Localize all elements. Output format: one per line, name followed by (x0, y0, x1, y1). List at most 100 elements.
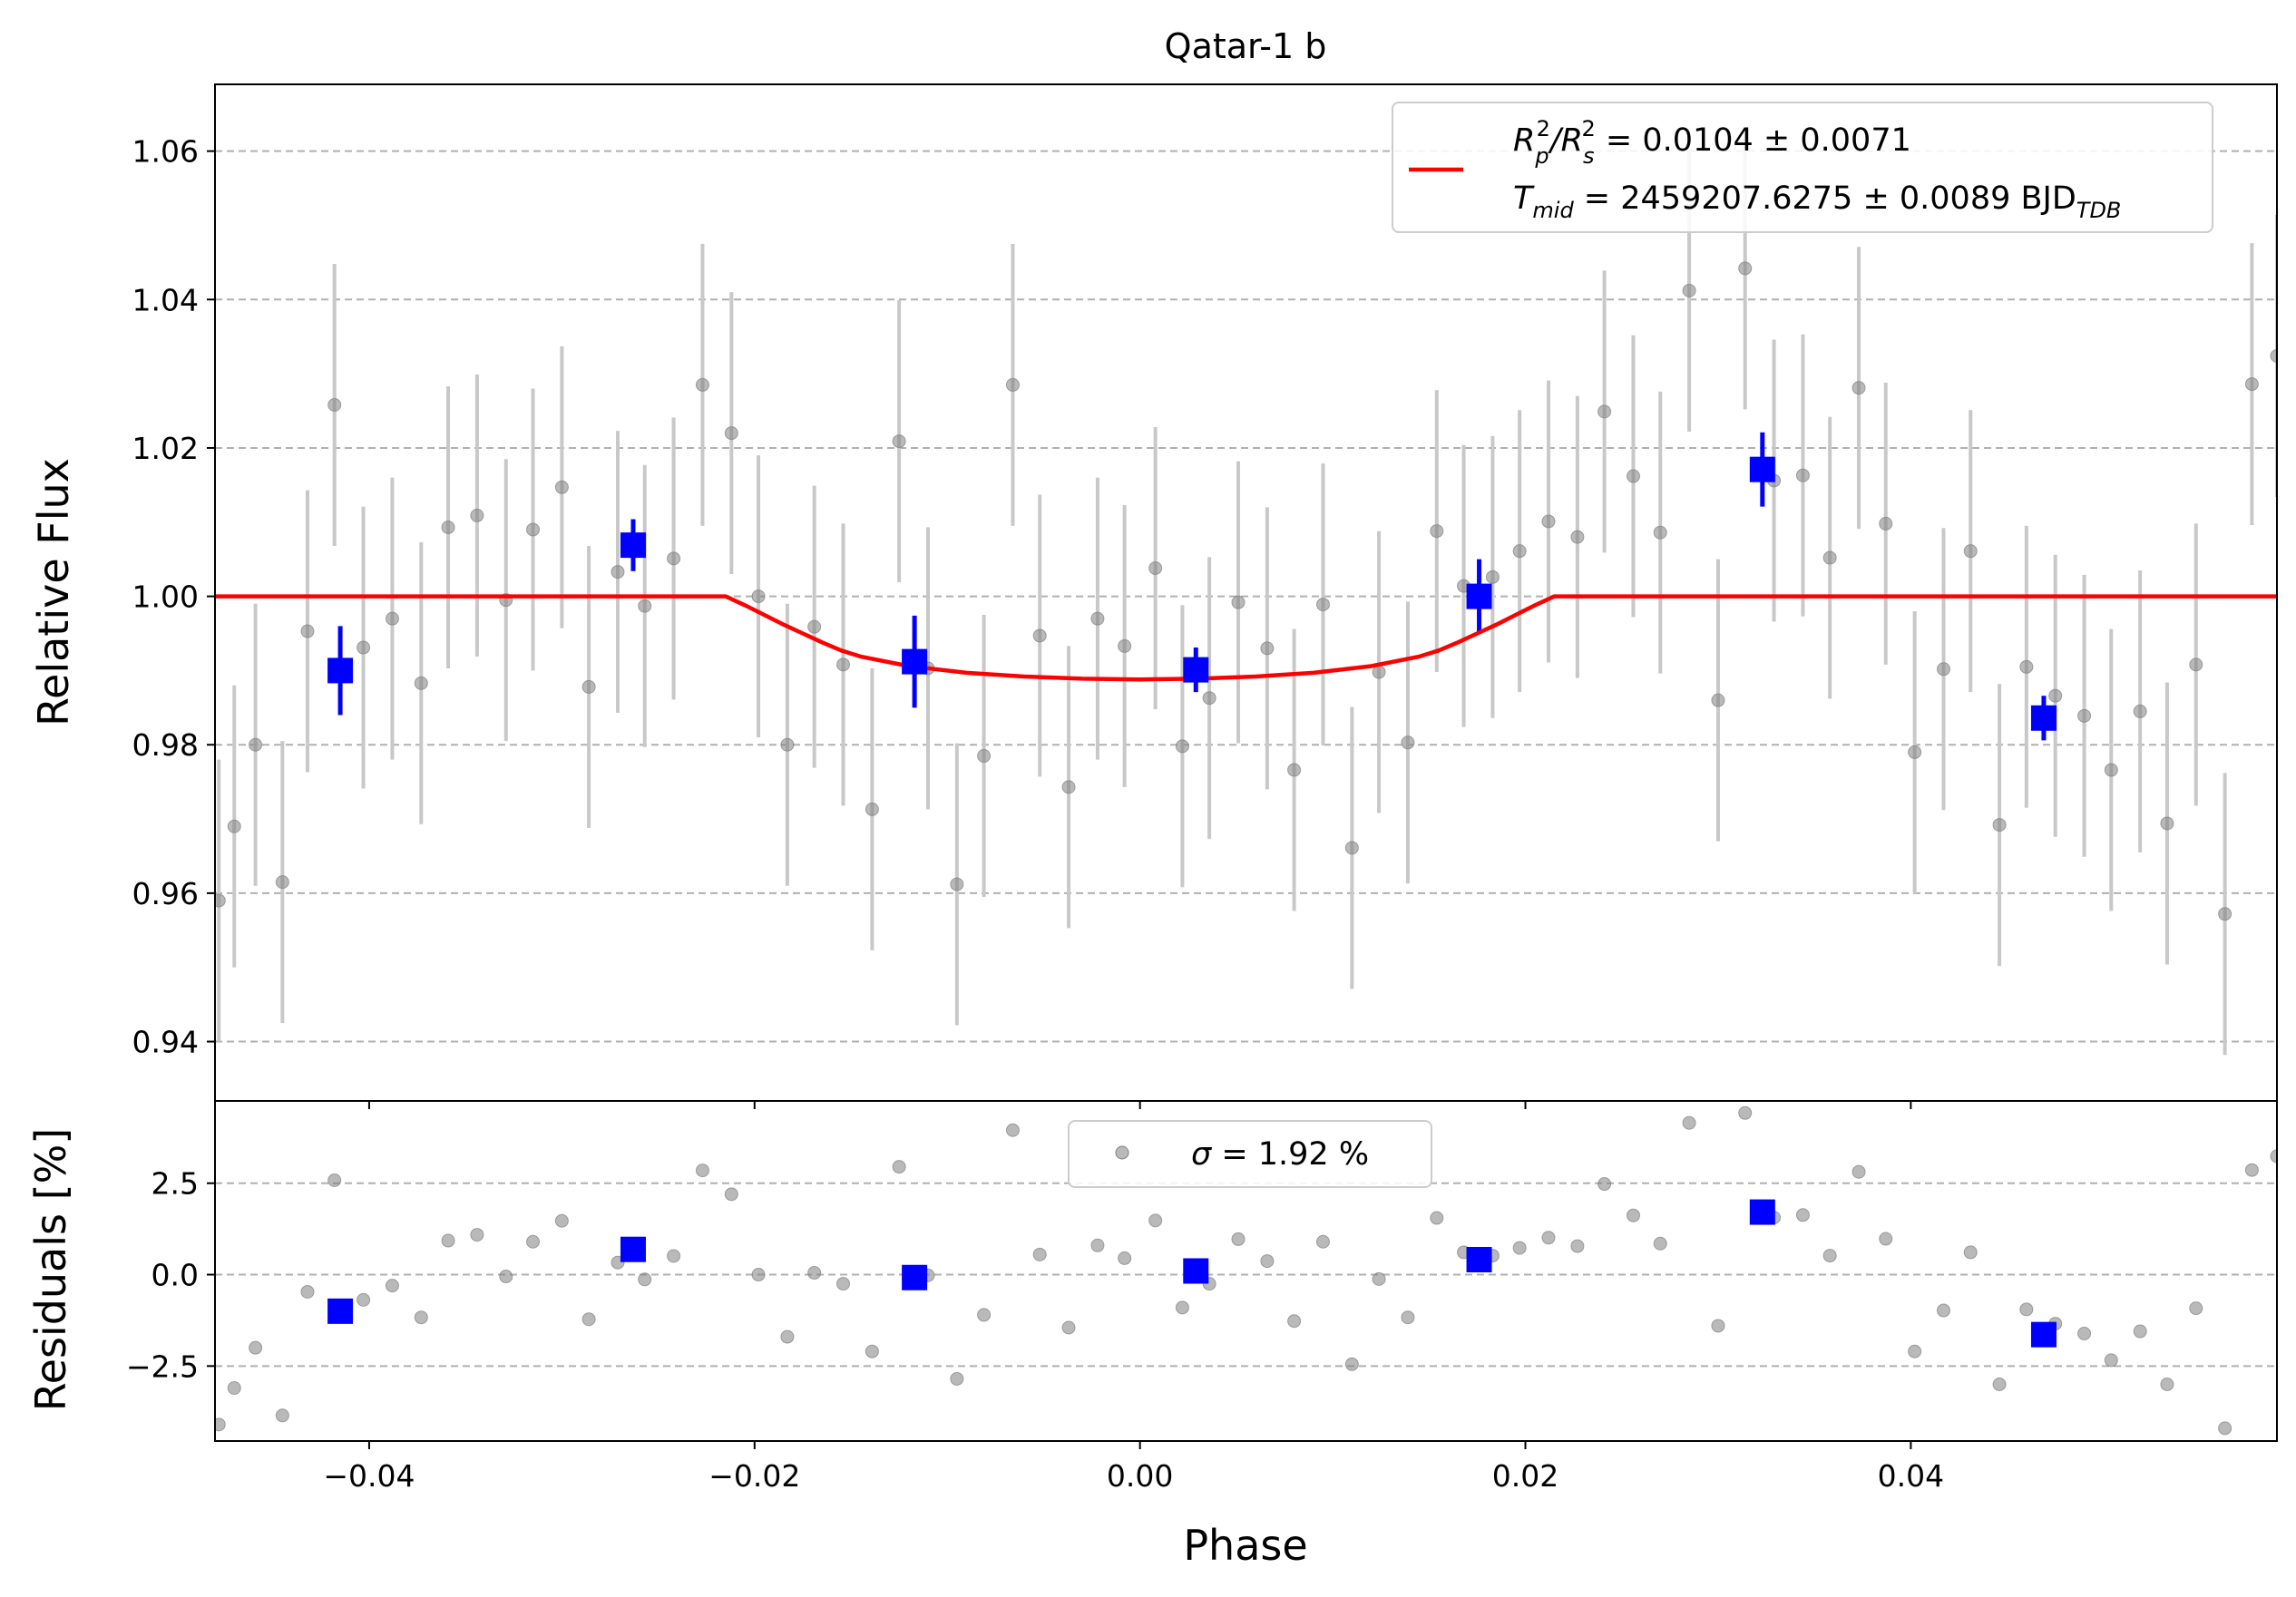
binned-point (902, 648, 928, 675)
binned-residual-point (327, 1298, 354, 1324)
flux-y-tick-label: 1.02 (132, 431, 199, 466)
raw-point (2189, 657, 2203, 672)
residual-point (807, 1266, 822, 1281)
binned-errorbars (337, 432, 2047, 741)
residual-point (638, 1272, 652, 1287)
raw-point (1401, 735, 1415, 750)
residual-point (1315, 1234, 1330, 1249)
raw-point (1175, 739, 1189, 754)
raw-point (1344, 841, 1359, 855)
residuals-y-tick-label: 0.0 (151, 1258, 199, 1293)
residuals-x-ticks: −0.04 −0.02 0.00 0.02 0.04 (323, 1441, 1944, 1494)
x-tick-label: −0.02 (708, 1458, 800, 1494)
raw-point (2244, 377, 2259, 392)
transit-model (215, 594, 2277, 682)
raw-point (667, 551, 681, 566)
binned-residual-point (902, 1264, 928, 1290)
residual-point (2270, 1149, 2277, 1164)
residual-point (1287, 1314, 1302, 1329)
raw-point (724, 426, 738, 441)
residual-point (357, 1292, 371, 1307)
raw-errorbars (217, 127, 2277, 1056)
raw-point (892, 434, 906, 449)
residual-point (1851, 1164, 1866, 1179)
residual-point (667, 1249, 681, 1263)
raw-point (950, 877, 964, 891)
residual-point (249, 1340, 263, 1355)
raw-point (1908, 745, 1922, 759)
residual-points (215, 1105, 2277, 1436)
residual-point (2189, 1301, 2203, 1316)
raw-point (1822, 550, 1837, 565)
raw-point (1315, 598, 1330, 612)
raw-point (2019, 659, 2034, 674)
raw-point (470, 508, 484, 522)
model-curve (215, 594, 2277, 682)
raw-point (1485, 570, 1500, 584)
raw-point (227, 819, 241, 833)
residual-point (1822, 1249, 1837, 1263)
residual-point (1908, 1344, 1922, 1358)
raw-point (807, 619, 822, 634)
residual-point (695, 1164, 709, 1178)
legend-depth-text: Rp2/Rs2 = 0.0104 ± 0.0071 (1513, 116, 1911, 169)
residual-point (581, 1312, 596, 1327)
binned-point (1183, 657, 1209, 683)
raw-point (611, 565, 625, 579)
flux-y-tick-label: 1.04 (132, 282, 199, 317)
binned-residual-point (2030, 1321, 2057, 1348)
raw-point (275, 875, 289, 890)
legend-sigma-text: σ = 1.92 % (1191, 1136, 1369, 1173)
raw-point (2077, 708, 2092, 723)
raw-point (1738, 261, 1753, 276)
residual-point (385, 1279, 399, 1293)
x-tick-label: 0.04 (1878, 1458, 1944, 1494)
raw-point (1148, 560, 1163, 575)
residuals-y-ticks: −2.5 0.0 2.5 (126, 1166, 215, 1384)
raw-point (1372, 665, 1386, 679)
residual-point (1879, 1232, 1893, 1246)
flux-y-ticks: 0.94 0.96 0.98 1.00 1.02 1.04 1.06 (132, 134, 215, 1060)
raw-point (2218, 907, 2232, 921)
raw-point (638, 599, 652, 613)
residual-point (1963, 1245, 1978, 1260)
residual-point (227, 1381, 241, 1396)
raw-point (1231, 595, 1246, 609)
residual-point (1597, 1177, 1612, 1192)
residual-point (1148, 1213, 1163, 1228)
raw-point (1090, 611, 1105, 626)
flux-legend: Rp2/Rs2 = 0.0104 ± 0.0071 Tmid = 2459207… (1392, 102, 2213, 233)
legend-tmid-text: Tmid = 2459207.6275 ± 0.0089 BJDTDB (1513, 180, 2121, 223)
residual-point (441, 1233, 455, 1248)
residual-point (2244, 1163, 2259, 1177)
x-axis-label: Phase (1183, 1521, 1307, 1570)
residual-point (554, 1213, 569, 1228)
raw-point (581, 679, 596, 694)
raw-point (2270, 348, 2277, 363)
raw-point (385, 611, 399, 626)
raw-point (751, 589, 766, 604)
residual-point (499, 1270, 513, 1284)
residual-point (470, 1228, 484, 1242)
binned-residual-point (1466, 1247, 1492, 1272)
residual-point (1653, 1236, 1667, 1251)
raw-point (1118, 638, 1132, 653)
residual-point (1032, 1247, 1047, 1261)
residual-point (1344, 1357, 1359, 1371)
flux-y-axis-label: Relative Flux (29, 458, 78, 726)
raw-point (300, 624, 315, 638)
raw-point (977, 749, 992, 764)
residuals-gridlines (215, 1182, 2277, 1368)
residual-point (1795, 1208, 1810, 1222)
raw-point (1260, 641, 1275, 656)
raw-point (1795, 468, 1810, 482)
legend-residual-swatch (1115, 1145, 1129, 1160)
raw-point (1005, 377, 1020, 392)
binned-residual-point (1183, 1258, 1209, 1284)
flux-y-tick-label: 0.94 (132, 1025, 199, 1060)
residual-point (892, 1160, 906, 1174)
residuals-y-tick-label: −2.5 (126, 1349, 199, 1384)
residual-point (2160, 1378, 2174, 1391)
binned-point (2030, 705, 2057, 731)
